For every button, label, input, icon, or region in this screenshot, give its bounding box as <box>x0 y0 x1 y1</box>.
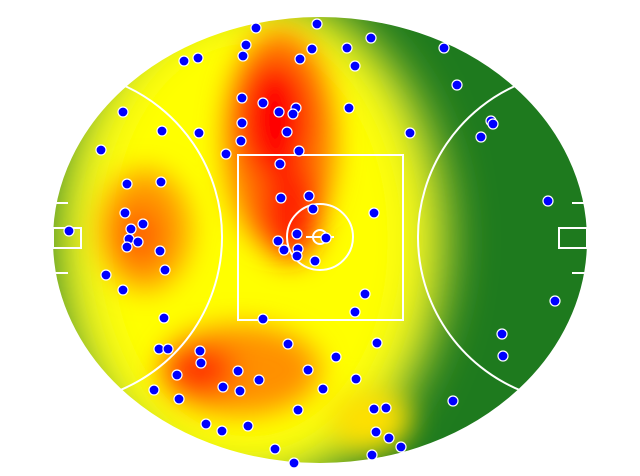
point <box>119 207 131 219</box>
point <box>148 384 160 396</box>
point <box>370 426 382 438</box>
point <box>121 178 133 190</box>
point <box>302 364 314 376</box>
point <box>236 117 248 129</box>
point <box>232 365 244 377</box>
point <box>341 42 353 54</box>
point <box>368 403 380 415</box>
point <box>350 373 362 385</box>
point <box>320 232 332 244</box>
point <box>291 250 303 262</box>
point <box>487 118 499 130</box>
point <box>366 449 378 461</box>
point <box>349 60 361 72</box>
point <box>294 53 306 65</box>
point <box>395 441 407 453</box>
point <box>63 225 75 237</box>
point <box>272 235 284 247</box>
point <box>253 374 265 386</box>
point <box>194 345 206 357</box>
point <box>549 295 561 307</box>
point <box>156 125 168 137</box>
point <box>306 43 318 55</box>
point <box>365 32 377 44</box>
point <box>496 328 508 340</box>
point <box>162 343 174 355</box>
point <box>178 55 190 67</box>
point <box>273 106 285 118</box>
point <box>309 255 321 267</box>
field-lines <box>51 15 589 465</box>
point <box>217 381 229 393</box>
point <box>236 92 248 104</box>
point <box>171 369 183 381</box>
point <box>132 236 144 248</box>
point <box>100 269 112 281</box>
point <box>117 284 129 296</box>
point <box>274 158 286 170</box>
point <box>359 288 371 300</box>
point <box>269 443 281 455</box>
point <box>291 228 303 240</box>
point <box>383 432 395 444</box>
point <box>200 418 212 430</box>
point <box>234 385 246 397</box>
point <box>343 102 355 114</box>
point <box>278 244 290 256</box>
point <box>257 313 269 325</box>
point <box>542 195 554 207</box>
point <box>237 50 249 62</box>
point <box>242 420 254 432</box>
point <box>287 108 299 120</box>
point <box>240 39 252 51</box>
point <box>137 218 149 230</box>
point <box>125 223 137 235</box>
point <box>121 241 133 253</box>
point <box>311 18 323 30</box>
point <box>368 207 380 219</box>
point <box>292 404 304 416</box>
point <box>282 338 294 350</box>
point <box>257 97 269 109</box>
point <box>235 135 247 147</box>
point <box>288 457 300 469</box>
point <box>330 351 342 363</box>
point <box>371 337 383 349</box>
point <box>475 131 487 143</box>
point <box>159 264 171 276</box>
point <box>307 203 319 215</box>
point <box>216 425 228 437</box>
point <box>192 52 204 64</box>
point <box>438 42 450 54</box>
point <box>95 144 107 156</box>
point <box>404 127 416 139</box>
point <box>155 176 167 188</box>
point <box>158 312 170 324</box>
point <box>293 145 305 157</box>
point <box>250 22 262 34</box>
point <box>275 192 287 204</box>
point <box>497 350 509 362</box>
point <box>195 357 207 369</box>
point <box>447 395 459 407</box>
point <box>193 127 205 139</box>
point <box>220 148 232 160</box>
point <box>380 402 392 414</box>
point <box>317 383 329 395</box>
point <box>281 126 293 138</box>
point <box>303 190 315 202</box>
point <box>173 393 185 405</box>
point <box>349 306 361 318</box>
point <box>154 245 166 257</box>
point <box>451 79 463 91</box>
point <box>117 106 129 118</box>
